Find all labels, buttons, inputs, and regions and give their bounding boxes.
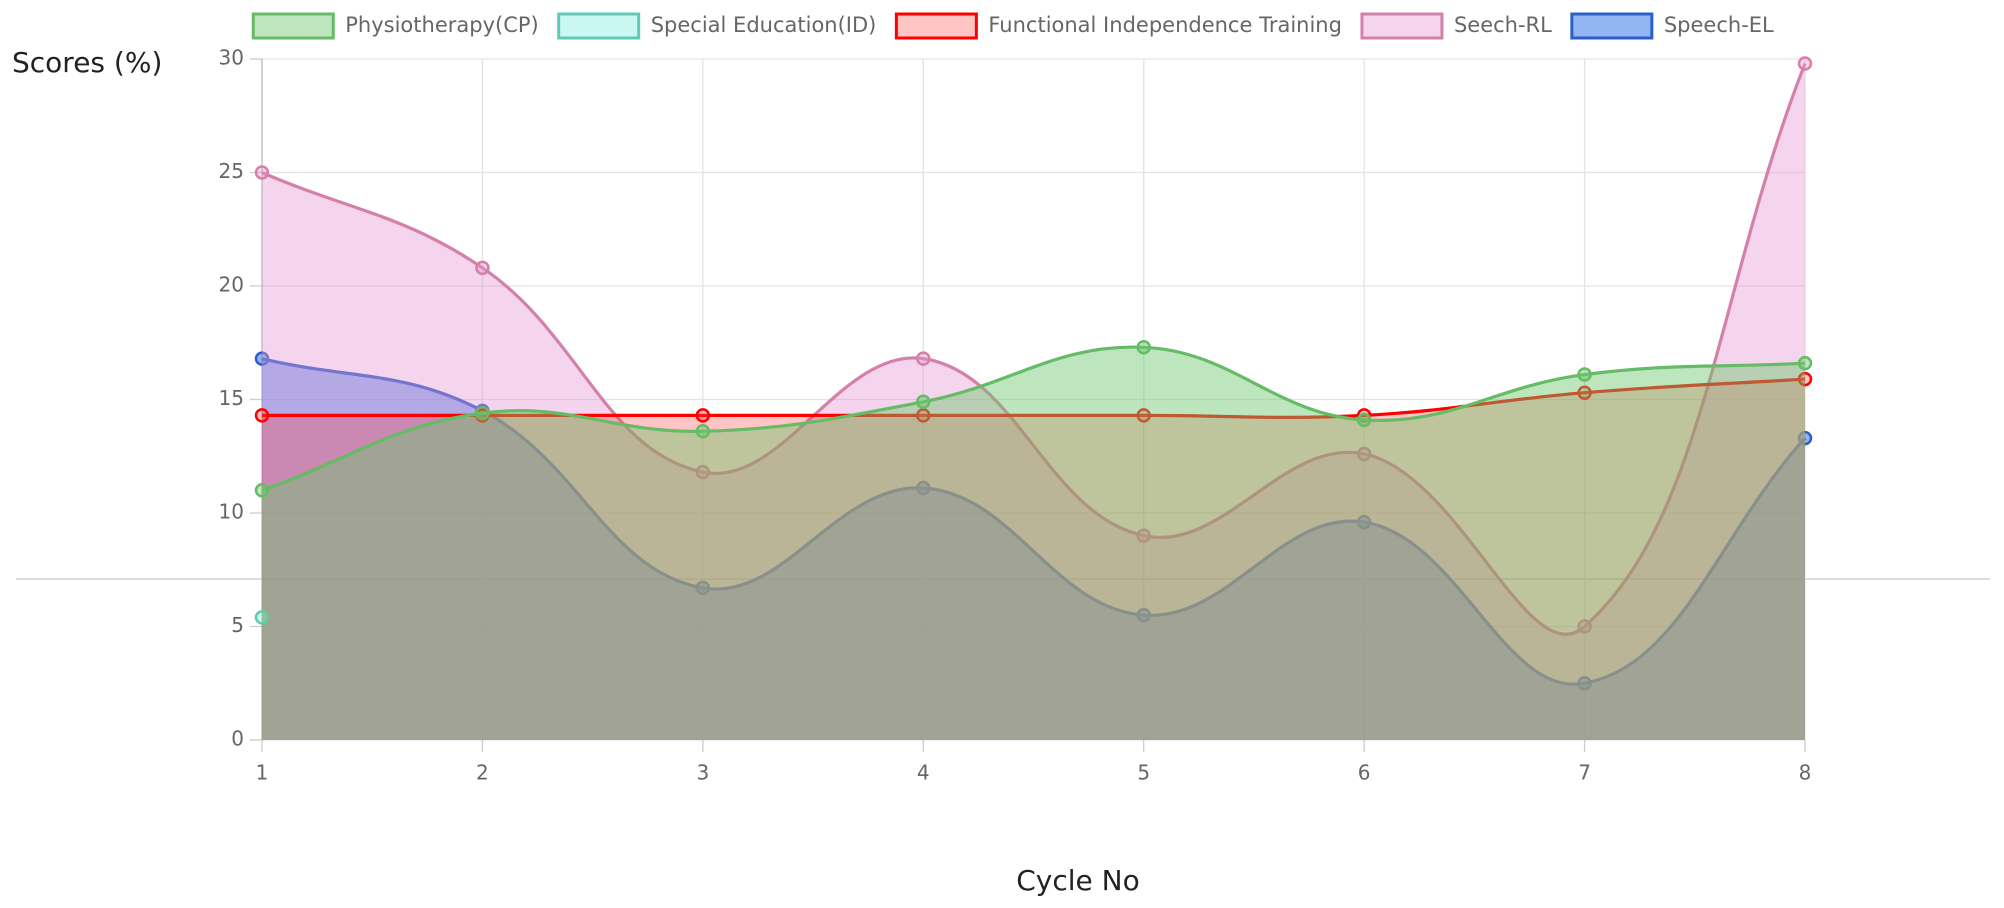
data-point bbox=[1577, 367, 1592, 382]
legend-swatch bbox=[1360, 12, 1444, 40]
data-point bbox=[254, 165, 270, 180]
data-point bbox=[695, 424, 711, 439]
data-point bbox=[916, 480, 931, 496]
series-line bbox=[261, 345, 1806, 492]
data-point bbox=[1136, 607, 1151, 623]
y-axis-title: Scores (%) bbox=[12, 46, 162, 79]
legend-label: Physiotherapy(CP) bbox=[345, 13, 538, 37]
data-point bbox=[254, 610, 270, 625]
data-point bbox=[1797, 430, 1813, 446]
legend-item: Special Education(ID) bbox=[557, 12, 877, 40]
y-tick-label: 15 bbox=[219, 386, 244, 410]
legend-label: Speech-EL bbox=[1664, 13, 1774, 37]
x-axis-title: Cycle No bbox=[1016, 864, 1140, 897]
x-tick-label: 1 bbox=[256, 761, 269, 785]
data-point bbox=[254, 408, 270, 423]
data-point bbox=[695, 464, 711, 480]
data-point bbox=[254, 351, 270, 366]
series-area bbox=[262, 63, 1805, 741]
data-point bbox=[1577, 619, 1592, 634]
x-tick-label: 2 bbox=[476, 761, 489, 785]
y-tick-label: 0 bbox=[231, 727, 244, 751]
data-point bbox=[1797, 355, 1813, 371]
legend-label: Functional Independence Training bbox=[988, 13, 1342, 37]
data-point bbox=[1797, 56, 1813, 71]
data-point bbox=[254, 483, 270, 498]
legend-item: Physiotherapy(CP) bbox=[251, 12, 539, 40]
series-line bbox=[261, 377, 1806, 420]
data-point bbox=[475, 260, 490, 276]
y-tick-label: 10 bbox=[219, 500, 244, 524]
y-tick-label: 30 bbox=[219, 46, 244, 70]
data-point bbox=[1136, 408, 1151, 423]
legend-swatch bbox=[1570, 12, 1654, 40]
data-point bbox=[916, 394, 931, 410]
data-point bbox=[916, 408, 931, 423]
data-point bbox=[1136, 340, 1151, 355]
data-point bbox=[916, 351, 931, 366]
data-point bbox=[1136, 528, 1151, 543]
legend-item: Functional Independence Training bbox=[894, 12, 1342, 40]
x-tick-label: 8 bbox=[1799, 761, 1812, 785]
y-tick-label: 5 bbox=[231, 613, 244, 637]
series-line bbox=[261, 62, 1807, 636]
legend-swatch bbox=[251, 12, 335, 40]
x-tick-label: 3 bbox=[696, 761, 709, 785]
legend-label: Special Education(ID) bbox=[651, 13, 877, 37]
series-area bbox=[262, 379, 1805, 740]
legend-swatch bbox=[557, 12, 641, 40]
data-point bbox=[695, 580, 711, 596]
data-point bbox=[1577, 385, 1592, 400]
series-area bbox=[262, 358, 1805, 740]
y-tick-label: 20 bbox=[219, 273, 244, 297]
x-tick-label: 6 bbox=[1358, 761, 1371, 785]
legend-item: Seech-RL bbox=[1360, 12, 1552, 40]
y-tick-label: 25 bbox=[219, 159, 244, 183]
x-tick-label: 7 bbox=[1578, 761, 1591, 785]
legend-label: Seech-RL bbox=[1454, 13, 1552, 37]
data-point bbox=[1356, 412, 1372, 428]
data-point bbox=[695, 408, 711, 423]
legend-item: Speech-EL bbox=[1570, 12, 1774, 40]
data-point bbox=[1356, 514, 1372, 530]
legend-swatch bbox=[894, 12, 978, 40]
data-point bbox=[1577, 676, 1592, 691]
x-tick-label: 4 bbox=[917, 761, 930, 785]
data-point bbox=[1797, 371, 1813, 387]
series-area bbox=[262, 347, 1805, 740]
data-point bbox=[1356, 446, 1372, 462]
x-tick-label: 5 bbox=[1137, 761, 1150, 785]
data-point bbox=[475, 405, 490, 421]
